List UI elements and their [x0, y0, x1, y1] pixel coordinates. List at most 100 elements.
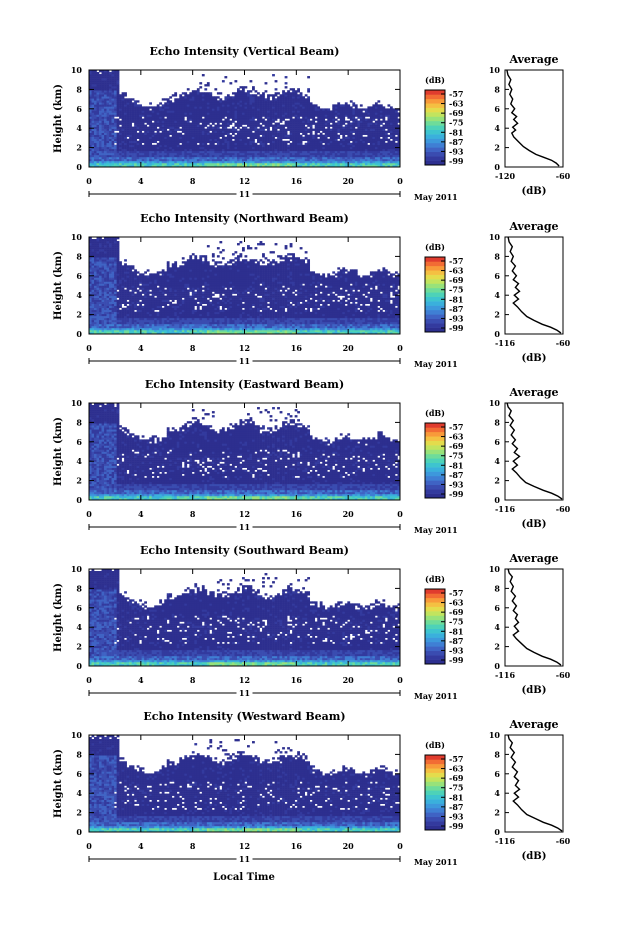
heatmap-cell: [94, 100, 97, 102]
heatmap-cell: [367, 106, 370, 108]
heatmap-cell: [99, 279, 102, 281]
heatmap-cell: [355, 121, 358, 123]
heatmap-cell: [242, 155, 245, 157]
heatmap-cell: [345, 137, 348, 139]
heatmap-cell: [94, 80, 97, 82]
heatmap-cell: [174, 143, 177, 145]
y-tick-label: 6: [76, 104, 82, 114]
heatmap-cell: [192, 149, 195, 151]
heatmap-cell: [142, 125, 145, 127]
heatmap-cell: [192, 143, 195, 145]
heatmap-cell: [94, 129, 97, 131]
heatmap-cell: [332, 127, 335, 129]
heatmap-cell: [337, 149, 340, 151]
heatmap-cell: [352, 147, 355, 149]
heatmap-cell: [174, 155, 177, 157]
heatmap-cell: [199, 106, 202, 108]
heatmap-cell: [92, 267, 95, 269]
heatmap-cell: [212, 129, 215, 131]
heatmap-cell: [99, 88, 102, 90]
heatmap-cell: [237, 92, 240, 94]
heatmap-cell: [345, 149, 348, 151]
heatmap-cell: [134, 106, 137, 108]
heatmap-cell: [347, 159, 350, 161]
heatmap-cell: [182, 102, 185, 104]
heatmap-cell: [247, 106, 250, 108]
heatmap-cell: [327, 131, 330, 133]
heatmap-cell: [310, 159, 313, 161]
heatmap-cell: [395, 125, 398, 127]
heatmap-cell: [184, 151, 187, 153]
heatmap-cell: [292, 159, 295, 161]
heatmap-cell: [365, 127, 368, 129]
heatmap-cell: [327, 112, 330, 114]
heatmap-cell: [207, 92, 210, 94]
heatmap-cell: [237, 96, 240, 98]
heatmap-cell: [204, 108, 207, 110]
heatmap-cell: [382, 112, 385, 114]
heatmap-cell: [104, 245, 107, 247]
heatmap-cell: [317, 123, 320, 125]
heatmap-cell: [189, 163, 192, 165]
heatmap-cell: [322, 129, 325, 131]
heatmap-cell: [127, 149, 130, 151]
heatmap-cell: [92, 296, 95, 298]
heatmap-cell: [365, 155, 368, 157]
heatmap-cell: [317, 108, 320, 110]
heatmap-cell: [114, 277, 117, 279]
heatmap-cell: [257, 151, 260, 153]
heatmap-cell: [320, 143, 323, 145]
heatmap-cell: [147, 106, 150, 108]
heatmap-cell: [340, 157, 343, 159]
heatmap-cell: [159, 157, 162, 159]
heatmap-cell: [194, 131, 197, 133]
heatmap-cell: [390, 147, 393, 149]
heatmap-cell: [307, 139, 310, 141]
heatmap-cell: [127, 153, 130, 155]
heatmap-cell: [114, 324, 117, 326]
heatmap-cell: [285, 129, 288, 131]
heatmap-cell: [320, 163, 323, 165]
heatmap-cell: [307, 108, 310, 110]
heatmap-cell: [365, 114, 368, 116]
heatmap-cell: [355, 125, 358, 127]
heatmap-cell: [277, 98, 280, 100]
heatmap-cell: [229, 112, 232, 114]
heatmap-cell: [94, 290, 97, 292]
heatmap-cell: [117, 135, 120, 137]
heatmap-cell: [124, 133, 127, 135]
heatmap-cell: [362, 137, 365, 139]
heatmap-cell: [300, 141, 303, 143]
heatmap-cell: [262, 139, 265, 141]
heatmap-cell: [222, 121, 225, 123]
heatmap-cell: [92, 137, 95, 139]
heatmap-cell: [117, 312, 120, 314]
heatmap-cell: [234, 163, 237, 165]
heatmap-cell: [174, 123, 177, 125]
heatmap-cell: [202, 92, 205, 94]
heatmap-cell: [224, 125, 227, 127]
heatmap-cell: [109, 145, 112, 147]
heatmap-cell: [272, 96, 275, 98]
heatmap-cell: [255, 155, 258, 157]
heatmap-cell: [152, 157, 155, 159]
colorbar-tick-label: -93: [449, 146, 464, 156]
heatmap-cell: [202, 137, 205, 139]
heatmap-cell: [390, 110, 393, 112]
heatmap-cell: [109, 292, 112, 294]
heatmap-cell: [312, 143, 315, 145]
heatmap-cell: [134, 153, 137, 155]
colorbar-swatch: [425, 108, 445, 113]
heatmap-cell: [174, 100, 177, 102]
heatmap-cell: [112, 96, 115, 98]
heatmap-cell: [139, 133, 142, 135]
heatmap-cell: [385, 153, 388, 155]
heatmap-cell: [97, 131, 100, 133]
heatmap-cell: [245, 108, 248, 110]
heatmap-cell: [94, 324, 97, 326]
heatmap-cell: [355, 112, 358, 114]
heatmap-cell: [377, 143, 380, 145]
heatmap-cell: [317, 159, 320, 161]
heatmap-cell: [119, 290, 122, 292]
heatmap-cell: [92, 263, 95, 265]
